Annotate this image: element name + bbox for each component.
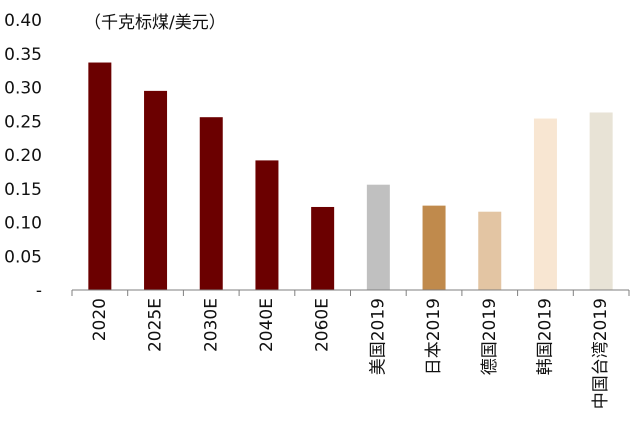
bar	[88, 62, 112, 290]
x-category-label: 德国2019	[480, 298, 500, 375]
x-category-label: 美国2019	[368, 298, 388, 375]
y-tick-label: 0.05	[4, 247, 42, 267]
y-tick-label: -	[36, 281, 42, 301]
x-category-label: 2020	[90, 298, 110, 341]
bar	[144, 90, 168, 290]
x-axis	[71, 289, 630, 296]
x-category-label: 2060E	[313, 298, 333, 352]
bar	[533, 118, 557, 290]
x-category-label: 日本2019	[424, 298, 444, 375]
bar	[311, 206, 335, 290]
x-category-label: 中国台湾2019	[591, 298, 611, 409]
y-tick-label: 0.40	[4, 11, 42, 31]
x-category-label: 韩国2019	[535, 298, 555, 375]
y-tick-label: 0.20	[4, 146, 42, 166]
x-category-label: 2030E	[201, 298, 221, 352]
unit-label: （千克标煤/美元）	[84, 13, 226, 33]
x-category-label: 2025E	[146, 298, 166, 352]
x-category-label: 2040E	[257, 298, 277, 352]
bar	[199, 117, 223, 290]
bar	[422, 205, 446, 291]
y-tick-label: 0.15	[4, 180, 42, 200]
y-axis-ticks: - 0.05 0.10 0.15 0.20 0.25 0.30 0.35 0.40	[4, 11, 42, 301]
bar	[255, 160, 279, 290]
y-tick-label: 0.30	[4, 79, 42, 99]
y-tick-label: 0.25	[4, 112, 42, 132]
bar	[366, 184, 390, 290]
bars	[88, 62, 613, 291]
x-axis-labels: 2020 2025E 2030E 2040E 2060E 美国2019 日本2019 德国20…	[90, 298, 611, 409]
y-tick-label: 0.10	[4, 214, 42, 234]
bar	[478, 211, 502, 290]
bar	[589, 112, 613, 290]
y-tick-label: 0.35	[4, 45, 42, 65]
